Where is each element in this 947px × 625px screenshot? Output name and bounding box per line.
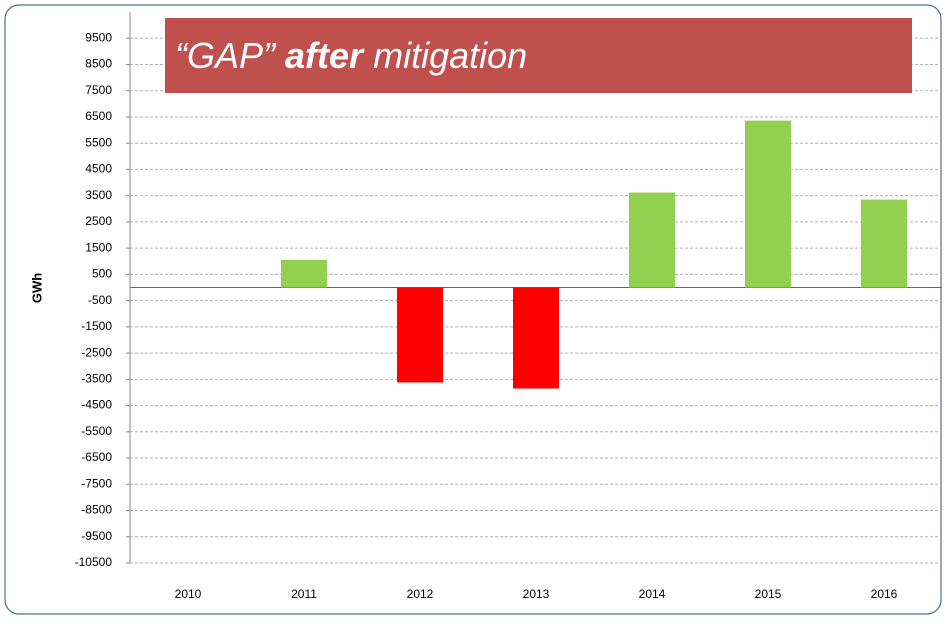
plot-area: -10500 -9500 -8500 -7500 -6500 -5500 -4500 -350… xyxy=(75,12,942,601)
x-tick-label: 2011 xyxy=(291,587,317,601)
y-tick-label: 8500 xyxy=(85,57,112,71)
y-axis-label: GWh xyxy=(29,273,44,303)
y-tick-label: 6500 xyxy=(85,109,112,123)
y-tick-label: -5500 xyxy=(81,424,112,438)
bar xyxy=(281,259,327,288)
title-box xyxy=(165,18,912,93)
y-tick-label: -3500 xyxy=(81,372,112,386)
y-tick-label: 4500 xyxy=(85,162,112,176)
chart-frame xyxy=(4,4,942,615)
y-tick-label: 2500 xyxy=(85,214,112,228)
chart-title: “GAP” after mitigation xyxy=(175,35,527,76)
y-tick-label: 5500 xyxy=(85,135,112,149)
x-tick-label: 2014 xyxy=(639,587,666,601)
y-tick-label: -1500 xyxy=(81,319,112,333)
y-tick-label: -2500 xyxy=(81,345,112,359)
y-tick-label: -4500 xyxy=(81,398,112,412)
title-part: “GAP” xyxy=(175,35,277,76)
x-tick-label: 2015 xyxy=(755,587,782,601)
bar xyxy=(861,199,907,288)
x-tick-label: 2013 xyxy=(523,587,550,601)
y-tick-label: -500 xyxy=(88,293,112,307)
x-tick-label: 2010 xyxy=(175,587,202,601)
y-tick-label: -6500 xyxy=(81,450,112,464)
y-tick-label: -8500 xyxy=(81,503,112,517)
bar xyxy=(629,192,675,288)
y-tick-label: 9500 xyxy=(85,30,112,44)
x-tick-label: 2012 xyxy=(407,587,434,601)
bar xyxy=(745,120,791,288)
y-tick-label: -10500 xyxy=(75,555,113,569)
x-tick-label: 2016 xyxy=(871,587,898,601)
title-part: after xyxy=(285,35,365,76)
title-part: mitigation xyxy=(373,35,527,76)
y-tick-label: 7500 xyxy=(85,83,112,97)
y-tick-label: 3500 xyxy=(85,188,112,202)
y-tick-label: -7500 xyxy=(81,476,112,490)
y-tick-label: -9500 xyxy=(81,529,112,543)
bar xyxy=(513,287,559,389)
y-tick-label: 500 xyxy=(92,267,112,281)
bar xyxy=(397,287,443,383)
y-tick-label: 1500 xyxy=(85,240,112,254)
